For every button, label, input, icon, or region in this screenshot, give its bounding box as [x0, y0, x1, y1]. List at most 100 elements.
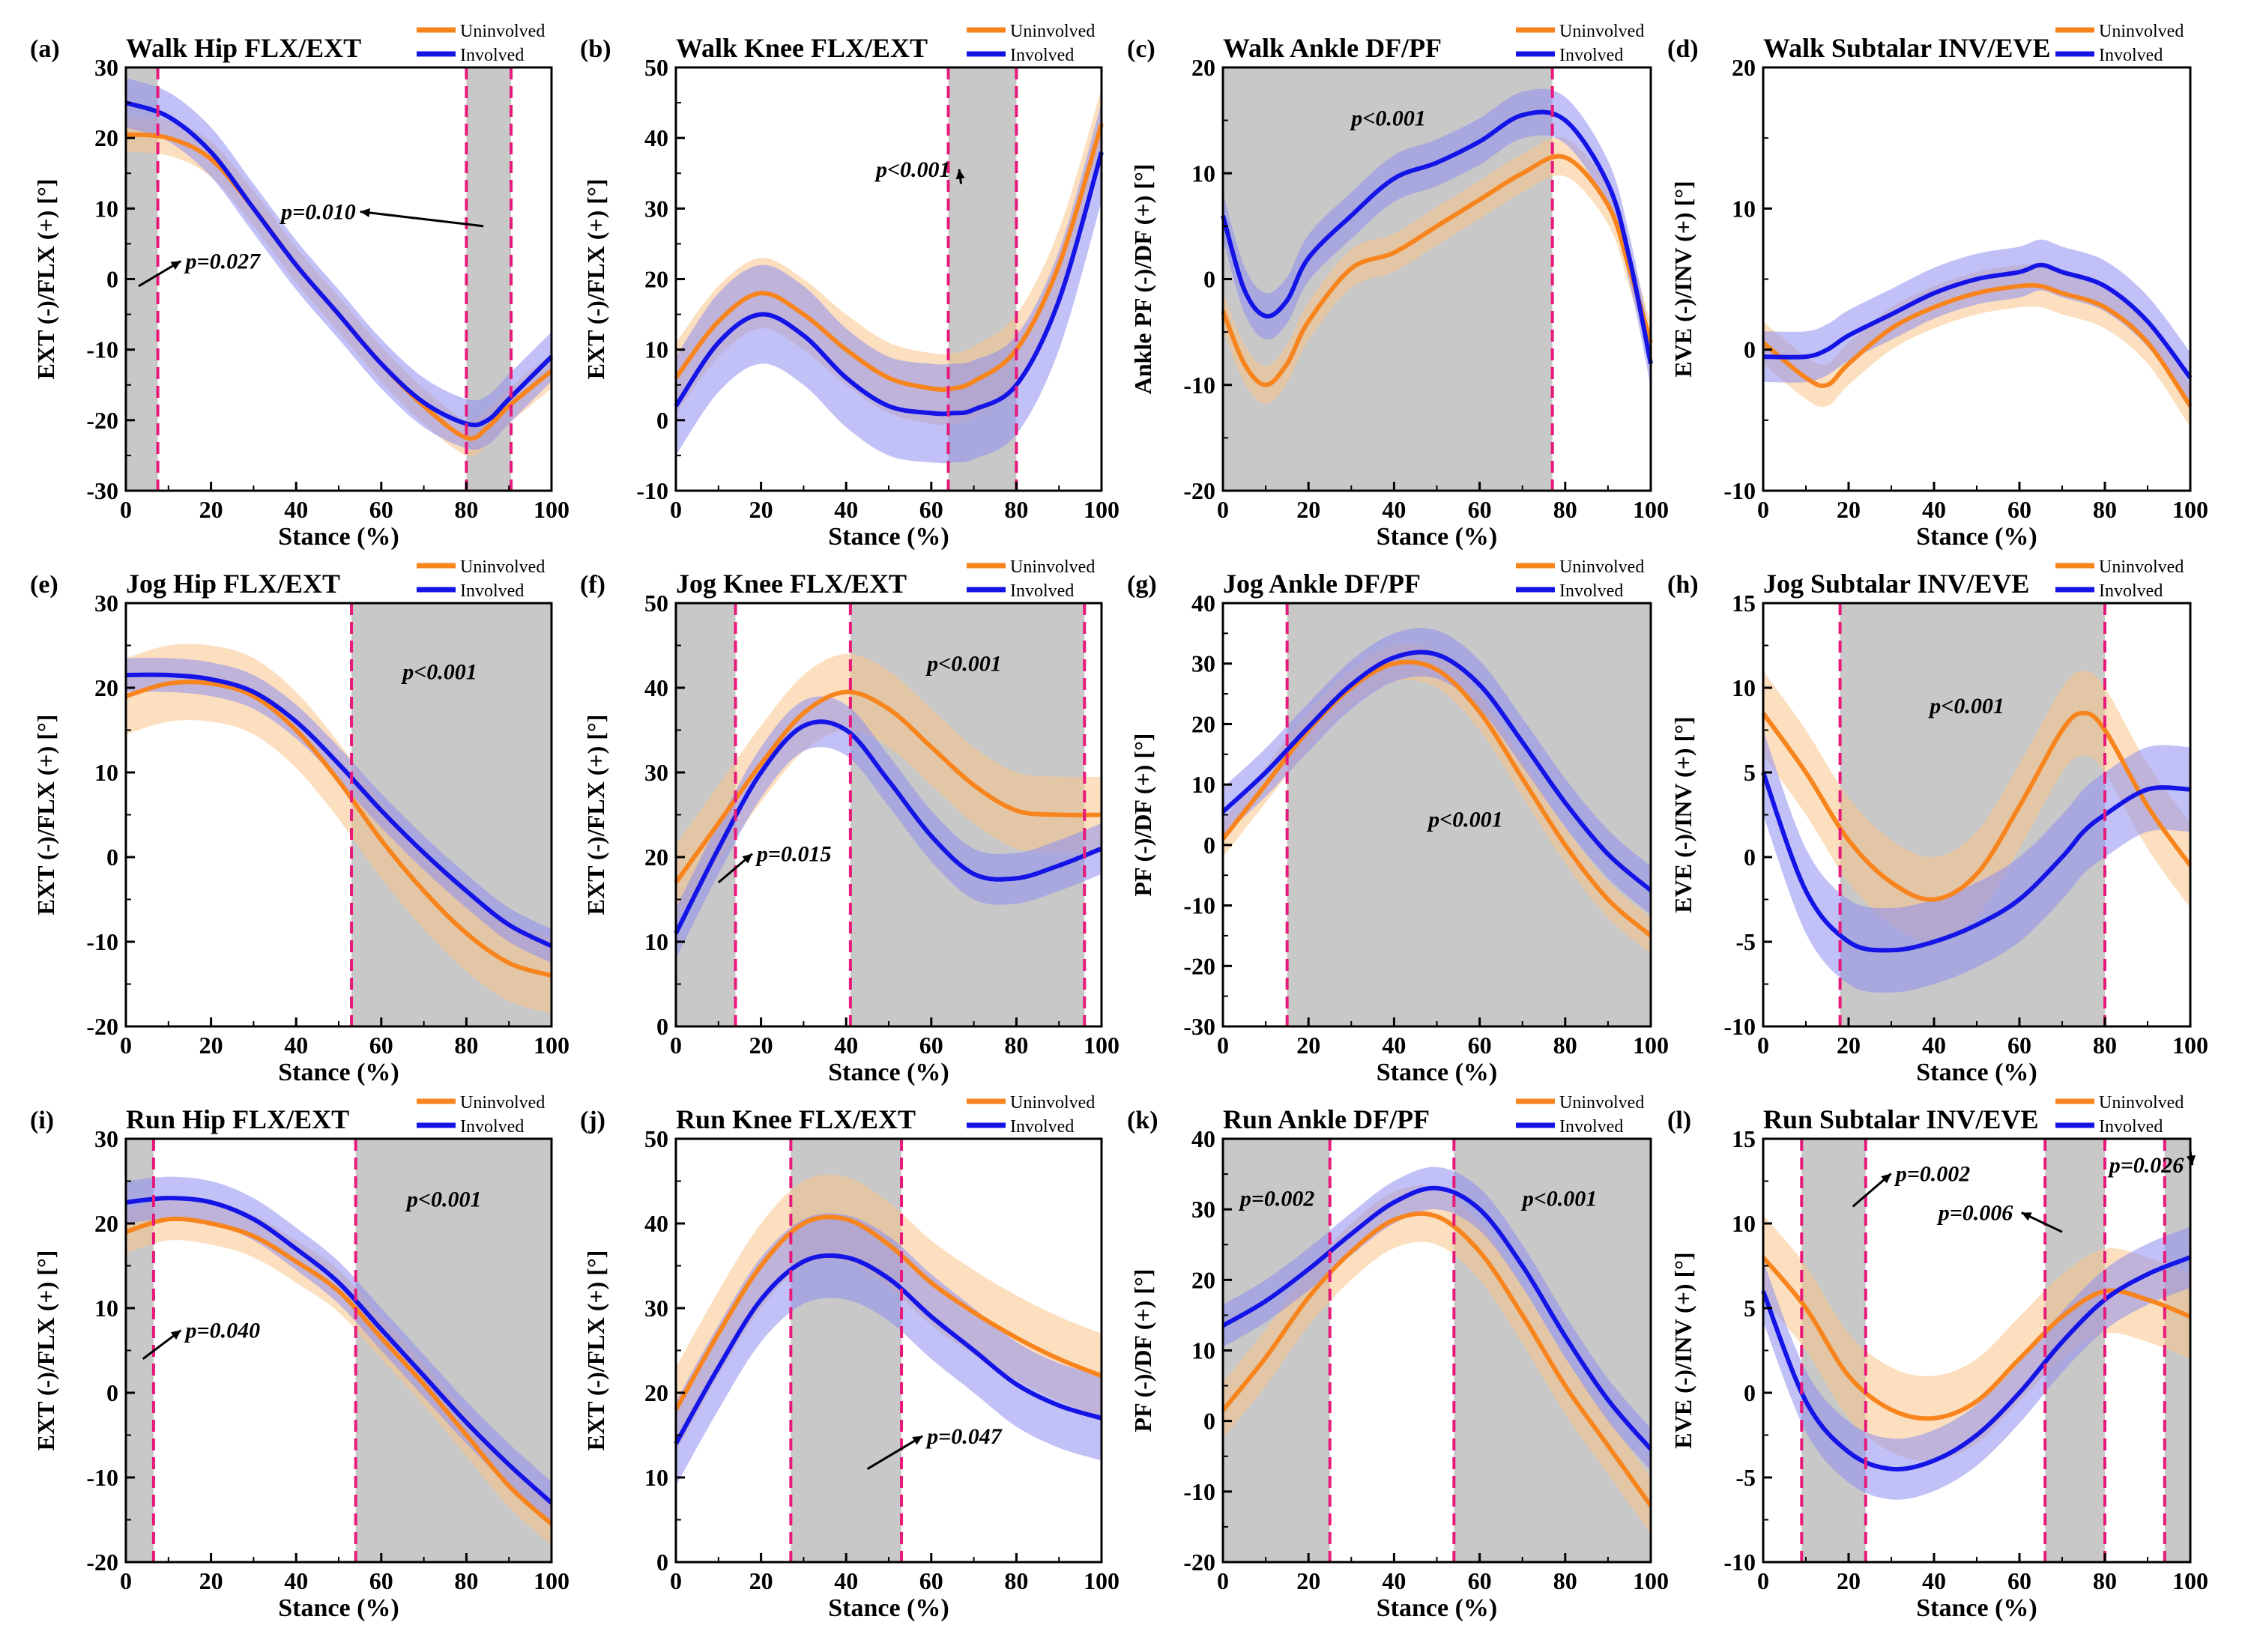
sd-band-uninvolved-d	[1763, 264, 2190, 428]
ytick-label-j-3: 30	[644, 1295, 668, 1322]
xtick-label-d-3: 60	[2007, 496, 2031, 523]
ytick-label-g-0: -30	[1183, 1013, 1215, 1040]
panel-l: 0 20 40 60 80 100 -10 -5 0 5 10 15 Stance (%) EVE (-)…	[1667, 1093, 2208, 1622]
xtick-label-l-0: 0	[1757, 1567, 1769, 1594]
ytick-label-e-5: 30	[94, 590, 118, 617]
panel-label-b: (b)	[580, 35, 611, 63]
xaxis-label-e: Stance (%)	[278, 1059, 399, 1086]
ytick-label-k-2: 0	[1203, 1408, 1215, 1435]
ytick-label-b-6: 50	[644, 54, 668, 81]
ytick-label-i-3: 10	[94, 1295, 118, 1322]
xtick-label-d-4: 80	[2093, 496, 2117, 523]
ytick-label-c-3: 10	[1191, 160, 1215, 187]
legend-label-involved-c: Involved	[1559, 46, 1623, 65]
panel-label-g: (g)	[1127, 571, 1157, 599]
xtick-label-k-3: 60	[1468, 1567, 1492, 1594]
ytick-label-f-3: 30	[644, 759, 668, 786]
sd-band-involved-d	[1763, 239, 2190, 404]
xtick-label-h-4: 80	[2093, 1032, 2117, 1059]
panel-title-h: Jog Subtalar INV/EVE	[1763, 569, 2029, 599]
ytick-label-b-5: 40	[644, 124, 668, 151]
xtick-label-j-5: 100	[1084, 1567, 1120, 1594]
yaxis-label-f: EXT (-)/FLX (+) [°]	[582, 715, 609, 916]
panel-j: 0 20 40 60 80 100 0 10 20 30 40 50 Stance (%) EXT (-)…	[580, 1093, 1120, 1622]
xtick-label-k-1: 20	[1296, 1567, 1320, 1594]
line-involved-j	[674, 1253, 1102, 1445]
ytick-label-l-2: 0	[1744, 1379, 1756, 1406]
panel-title-l: Run Subtalar INV/EVE	[1763, 1104, 2038, 1134]
xtick-label-b-0: 0	[670, 496, 682, 523]
ytick-label-k-5: 30	[1191, 1196, 1215, 1223]
ytick-label-a-1: -20	[86, 407, 118, 434]
legend-label-involved-k: Involved	[1559, 1117, 1623, 1137]
yaxis-label-k: PF (-)/DF (+) [°]	[1129, 1269, 1156, 1432]
ytick-label-j-2: 20	[644, 1379, 668, 1406]
sd-band-involved-f	[676, 696, 1102, 959]
sd-band-uninvolved-l	[1763, 1214, 2190, 1461]
ytick-label-e-4: 20	[94, 674, 118, 701]
ytick-label-g-7: 40	[1191, 590, 1215, 617]
panel-label-h: (h)	[1667, 571, 1699, 599]
legend-label-involved-f: Involved	[1010, 581, 1074, 601]
xtick-label-a-5: 100	[534, 496, 569, 523]
xaxis-label-i: Stance (%)	[278, 1594, 399, 1622]
ytick-label-e-3: 10	[94, 759, 118, 786]
annotation-arrowhead-a-0	[170, 261, 181, 270]
ytick-label-a-5: 20	[94, 124, 118, 151]
ytick-label-j-0: 0	[656, 1549, 668, 1576]
legend-label-uninvolved-l: Uninvolved	[2099, 1093, 2184, 1113]
ytick-label-f-5: 50	[644, 590, 668, 617]
xtick-label-b-2: 40	[834, 496, 858, 523]
xtick-label-a-4: 80	[454, 496, 478, 523]
panel-title-a: Walk Hip FLX/EXT	[126, 33, 361, 63]
yaxis-label-e: EXT (-)/FLX (+) [°]	[32, 715, 59, 916]
line-uninvolved-i	[125, 1216, 554, 1526]
annotation-a-1: p=0.010	[279, 199, 356, 224]
ytick-label-k-1: -10	[1183, 1478, 1215, 1505]
xtick-label-b-5: 100	[1084, 496, 1120, 523]
ytick-label-i-1: -10	[86, 1464, 118, 1491]
ytick-label-d-2: 10	[1732, 195, 1756, 222]
yaxis-label-g: PF (-)/DF (+) [°]	[1129, 733, 1156, 897]
xaxis-label-j: Stance (%)	[828, 1594, 949, 1622]
xtick-label-a-3: 60	[369, 496, 393, 523]
xtick-label-f-3: 60	[919, 1032, 943, 1059]
xtick-label-f-2: 40	[834, 1032, 858, 1059]
xaxis-label-c: Stance (%)	[1377, 523, 1497, 551]
xtick-label-d-0: 0	[1757, 496, 1769, 523]
ytick-label-h-1: -5	[1735, 928, 1756, 955]
legend-label-involved-l: Involved	[2099, 1117, 2163, 1137]
xtick-label-i-5: 100	[534, 1567, 569, 1594]
xtick-label-i-2: 40	[284, 1567, 308, 1594]
annotation-arrowhead-l-1	[2021, 1212, 2032, 1221]
ytick-label-j-5: 50	[644, 1125, 668, 1152]
ytick-label-d-0: -10	[1723, 477, 1756, 504]
xtick-label-e-0: 0	[120, 1032, 132, 1059]
ytick-label-j-1: 10	[644, 1464, 668, 1491]
legend-label-involved-a: Involved	[460, 46, 524, 65]
line-uninvolved-c	[1221, 154, 1653, 387]
xtick-label-c-4: 80	[1553, 496, 1577, 523]
ytick-label-g-6: 30	[1191, 650, 1215, 677]
annotation-k-1: p<0.001	[1520, 1186, 1598, 1211]
xtick-label-l-2: 40	[1922, 1567, 1946, 1594]
ytick-label-g-2: -10	[1183, 892, 1215, 919]
ytick-label-e-0: -20	[86, 1013, 118, 1040]
panel-h: 0 20 40 60 80 100 -10 -5 0 5 10 15 Stance (%) EVE (-)…	[1667, 557, 2208, 1086]
ytick-label-k-6: 40	[1191, 1125, 1215, 1152]
xtick-label-f-1: 20	[749, 1032, 773, 1059]
xtick-label-g-1: 20	[1296, 1032, 1320, 1059]
ytick-label-k-0: -20	[1183, 1549, 1215, 1576]
sd-band-uninvolved-i	[126, 1197, 552, 1546]
ytick-label-h-4: 10	[1732, 674, 1756, 701]
legend-label-uninvolved-e: Uninvolved	[460, 557, 545, 577]
xtick-label-d-5: 100	[2172, 496, 2208, 523]
xtick-label-i-3: 60	[369, 1567, 393, 1594]
xtick-label-f-4: 80	[1004, 1032, 1028, 1059]
panel-label-d: (d)	[1667, 35, 1699, 63]
ytick-label-g-3: 0	[1203, 832, 1215, 859]
xtick-label-e-1: 20	[199, 1032, 223, 1059]
panel-f: 0 20 40 60 80 100 0 10 20 30 40 50 Stance (%) EXT (-)…	[580, 557, 1120, 1086]
